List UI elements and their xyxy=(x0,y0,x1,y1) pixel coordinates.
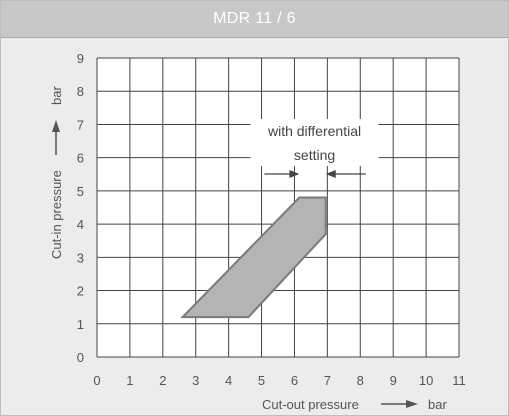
y-tick-label: 5 xyxy=(77,184,84,199)
y-tick-label: 7 xyxy=(77,117,84,132)
x-tick-labels: 0 1 2 3 4 5 6 7 8 9 10 11 xyxy=(93,373,465,388)
right-arrow-head xyxy=(325,170,336,178)
y-axis-title: Cut-in pressure bar xyxy=(49,86,64,259)
x-axis-arrow-head xyxy=(406,400,418,408)
annotation-background xyxy=(250,119,379,166)
x-axis-title: Cut-out pressure bar xyxy=(262,397,447,412)
x-tick-label: 1 xyxy=(126,373,133,388)
left-arrow-head xyxy=(289,170,300,178)
x-tick-label: 7 xyxy=(324,373,331,388)
y-tick-label: 4 xyxy=(77,217,84,232)
y-tick-label: 8 xyxy=(77,84,84,99)
x-tick-label: 9 xyxy=(390,373,397,388)
x-tick-label: 10 xyxy=(419,373,433,388)
annotation-line-1: with differential xyxy=(267,123,361,139)
y-tick-label: 1 xyxy=(77,317,84,332)
x-axis-label: Cut-out pressure xyxy=(262,397,359,412)
title-bar: MDR 11 / 6 xyxy=(1,1,508,38)
chart-title: MDR 11 / 6 xyxy=(213,10,296,27)
y-tick-labels: 0 1 2 3 4 5 6 7 8 9 xyxy=(77,51,84,365)
x-tick-label: 4 xyxy=(225,373,232,388)
y-axis-label: Cut-in pressure xyxy=(49,170,64,259)
x-tick-label: 8 xyxy=(357,373,364,388)
y-tick-label: 6 xyxy=(77,151,84,166)
y-tick-label: 3 xyxy=(77,250,84,265)
x-tick-label: 3 xyxy=(192,373,199,388)
x-axis-unit: bar xyxy=(428,397,447,412)
x-tick-label: 2 xyxy=(159,373,166,388)
y-tick-label: 9 xyxy=(77,51,84,66)
x-tick-label: 5 xyxy=(258,373,265,388)
operating-range-region xyxy=(180,196,327,319)
x-tick-label: 0 xyxy=(93,373,100,388)
y-tick-label: 2 xyxy=(77,284,84,299)
differential-annotation: with differential setting xyxy=(250,119,379,178)
y-axis-arrow-head xyxy=(52,120,60,132)
y-axis-unit: bar xyxy=(49,86,64,105)
plot-background xyxy=(97,58,459,357)
x-tick-label: 6 xyxy=(291,373,298,388)
x-tick-label: 11 xyxy=(452,373,466,388)
y-tick-label: 0 xyxy=(77,350,84,365)
annotation-line-2: setting xyxy=(294,147,335,163)
